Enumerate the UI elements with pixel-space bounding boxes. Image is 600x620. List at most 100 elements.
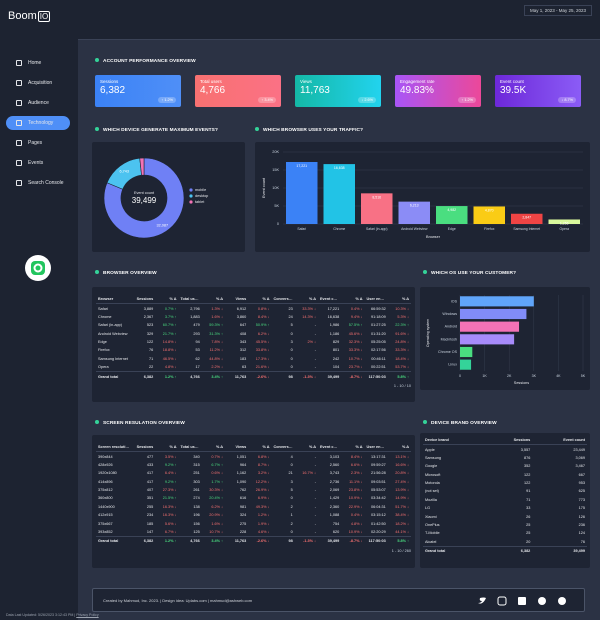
- nav-item[interactable]: Search Console: [6, 176, 70, 190]
- cell: 433: [146, 462, 154, 467]
- column-header: Event count: [532, 436, 587, 446]
- cell: 6.6% ↓: [350, 462, 363, 467]
- table-row: T-Mobile 25 124: [423, 529, 587, 537]
- table-card: Screen resolution Sessions% Δ Total users%…: [92, 435, 415, 568]
- cell: 10.7% ↓: [348, 356, 363, 361]
- x-tick-label: Samsung Internet: [513, 227, 540, 231]
- y-axis-title: Event count: [262, 177, 266, 198]
- cell: 3,889: [143, 306, 154, 311]
- footer: Created by Mahmud, Inc. 2023. | Design i…: [92, 588, 585, 612]
- kpi-value: 49.83%: [400, 85, 434, 96]
- cell: 21:56:28: [370, 471, 386, 476]
- cell: 10.9% ↓: [348, 529, 363, 534]
- cell: -: [314, 454, 316, 459]
- nav-item[interactable]: Events: [6, 156, 70, 170]
- cell: 228: [239, 529, 247, 534]
- cell: 2,796: [190, 306, 200, 311]
- cell: -2.6% ↓: [248, 371, 272, 381]
- cell: Microsoft: [425, 472, 441, 477]
- cell: 01:42:50: [370, 521, 386, 526]
- nav-item[interactable]: Acquisition: [6, 76, 70, 90]
- cell: 30.3% ↓: [209, 488, 223, 493]
- cell: Alcatel: [425, 539, 437, 544]
- section-title: ACCOUNT PERFORMANCE OVERVIEW: [95, 58, 196, 64]
- legend-label: tablet: [195, 200, 205, 204]
- section-title: DEVICE BRAND OVERVIEW: [423, 420, 497, 426]
- kpi-change: ↑ 3.4%: [258, 97, 276, 103]
- bar: [323, 164, 355, 224]
- column-header: % Δ: [155, 443, 179, 453]
- donut-slice: [106, 157, 142, 190]
- table-row: Motorola 122 953: [423, 479, 587, 487]
- cell: Safari: [98, 306, 108, 311]
- data-table: Screen resolution Sessions% Δ Total users%…: [96, 443, 411, 546]
- cell: 03:15:12: [370, 513, 386, 518]
- nav-item[interactable]: Pages: [6, 136, 70, 150]
- table-row: Edge 122 14.8% ↓ 94 7.8% ↓ 343 45.5% ↓ 3 2% ↓ 829…: [96, 338, 411, 346]
- privacy-link[interactable]: Privacy Policy: [76, 613, 99, 617]
- table-row: 375x812 407 27.3% ↓ 261 30.3% ↓ 762 26.9% ↓ 5 - 2…: [96, 486, 411, 494]
- cell: 375x667: [98, 521, 113, 526]
- cell: 24: [288, 314, 293, 319]
- cell: 0.8% ↓: [257, 306, 270, 311]
- cell: 175: [578, 506, 585, 511]
- cell: 261: [193, 488, 200, 493]
- column-header: % Δ: [387, 295, 411, 305]
- cell: 49.3% ↓: [255, 504, 270, 509]
- cell: 63: [242, 365, 247, 370]
- y-tick-label: Android: [445, 325, 457, 329]
- cell: 2,736: [329, 479, 340, 484]
- cell: 324: [239, 513, 247, 518]
- cell: 71: [149, 356, 154, 361]
- nav-item[interactable]: Audience: [6, 96, 70, 110]
- cell: Edge: [98, 340, 107, 345]
- x-tick-label: 2K: [507, 374, 512, 378]
- cell: 16,638: [327, 314, 340, 319]
- y-tick-label: 5K: [274, 204, 279, 208]
- total-row: Grand total 6,382 1.2% ↑ 4,766 3.4% ↑ 11,763-…: [96, 371, 411, 381]
- y-axis-title: Operating system: [426, 319, 430, 347]
- column-header: Conversions: [271, 295, 295, 305]
- table-row: OnePlus 25 236: [423, 521, 587, 529]
- nav-item[interactable]: Home: [6, 56, 70, 70]
- cell: 18.8% ↓: [162, 348, 177, 353]
- cell: 953: [578, 481, 585, 486]
- cell: -: [314, 365, 316, 370]
- cell: 5.8% ↑: [387, 371, 411, 381]
- cell: -: [314, 496, 316, 501]
- cell: Motorola: [425, 481, 440, 486]
- cell: 3,467: [575, 464, 585, 469]
- cell: 91.6% ↓: [395, 331, 409, 336]
- table-row: 412x915 234 16.3% ↓ 196 20.9% ↓ 324 1.2% ↓ 1 - 1,…: [96, 511, 411, 519]
- cell: 10.3% ↓: [395, 306, 409, 311]
- cell: -: [314, 513, 316, 518]
- cell: 32.3% ↓: [348, 340, 363, 345]
- date-range[interactable]: May 1, 2023 - May 25, 2023: [523, 5, 592, 16]
- nav-item[interactable]: Technology: [6, 116, 70, 130]
- column-header: % Δ: [248, 443, 272, 453]
- cell: OnePlus: [425, 522, 440, 527]
- cell: Grand total: [96, 371, 132, 381]
- cell: 981: [239, 504, 247, 509]
- cell: 183: [239, 356, 247, 361]
- x-tick-label: Chrome: [333, 227, 345, 231]
- table-wrap: Browser Sessions% Δ Total users% Δ Views% Δ…: [96, 295, 411, 388]
- cell: 22.9% ↓: [348, 504, 363, 509]
- table-row: Alcatel 20 76: [423, 538, 587, 547]
- cell: 0.6% ↓: [211, 471, 223, 476]
- social-icons[interactable]: [476, 595, 576, 607]
- section-title: WHICH OS USE YOUR CUSTOMER?: [423, 270, 516, 276]
- cell: 45.5% ↓: [255, 340, 270, 345]
- cell: 0.4% ↓: [350, 513, 363, 518]
- nav-icon: [16, 140, 22, 146]
- kpi-card: Views 11,763 ↓ 2.6%: [295, 75, 381, 107]
- cell: 801: [332, 348, 340, 353]
- data-table: Browser Sessions% Δ Total users% Δ Views% Δ…: [96, 295, 411, 381]
- header-row: Screen resolution Sessions% Δ Total users%…: [96, 443, 411, 453]
- table-row: Google 352 3,467: [423, 462, 587, 470]
- cell: 625: [578, 489, 585, 494]
- y-tick-label: Chrome OS: [438, 350, 458, 354]
- cell: 2: [290, 504, 293, 509]
- cell: 66:59:32: [370, 306, 386, 311]
- cell: 01:31:20: [370, 331, 386, 336]
